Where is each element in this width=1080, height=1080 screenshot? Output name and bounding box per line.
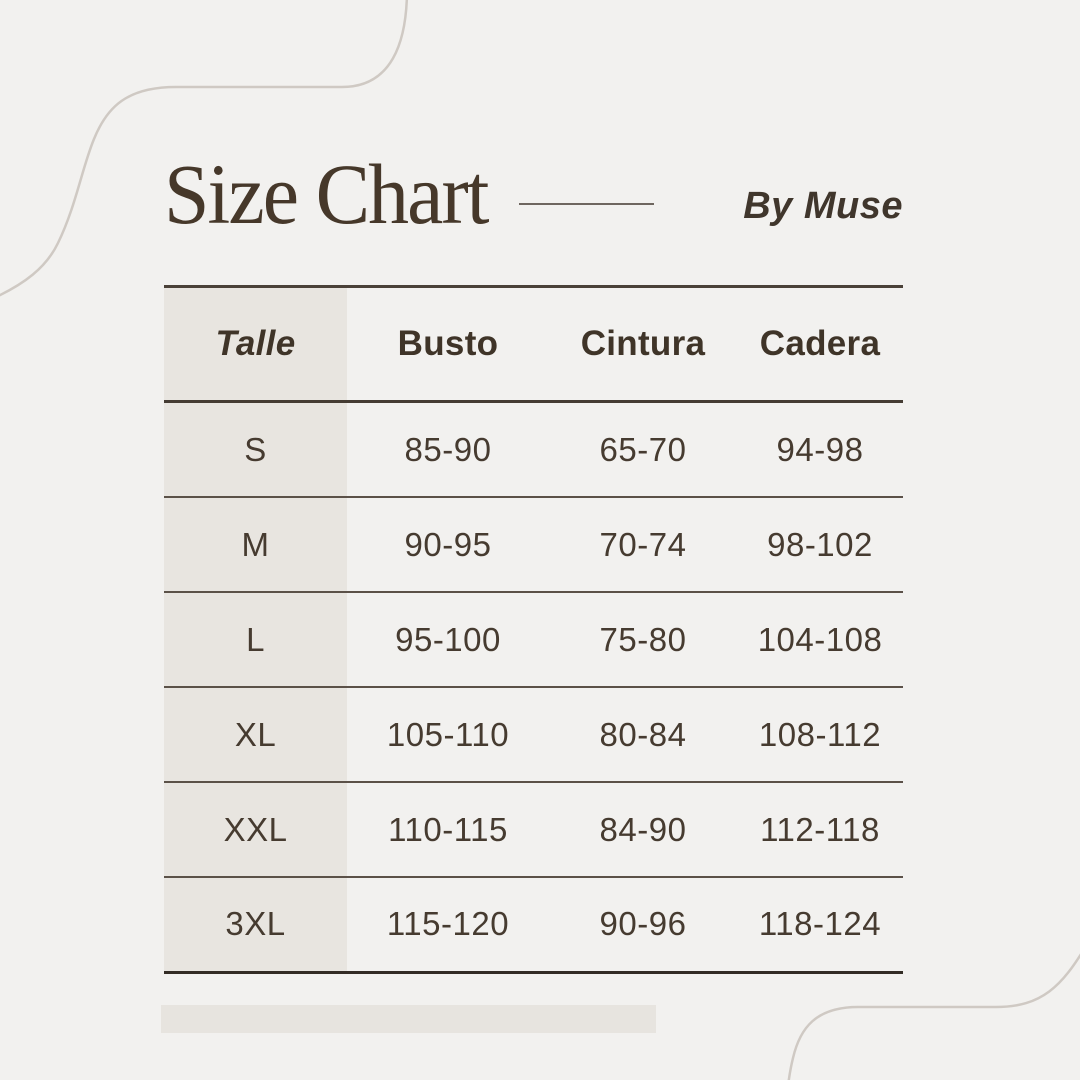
measurement-cell: 90-95 xyxy=(404,525,492,563)
size-label-cell: M xyxy=(164,498,347,591)
size-chart-table: Talle Busto Cintura Cadera S 85-90 65-70 94-98… xyxy=(164,285,903,974)
brand-byline: By Muse xyxy=(743,184,903,227)
table-header-row: Talle Busto Cintura Cadera xyxy=(164,288,903,403)
column-header-measure: Cintura xyxy=(580,324,706,363)
measurement-cell: 118-124 xyxy=(758,905,882,943)
table-row: XXL 110-115 84-90 112-118 xyxy=(164,783,903,878)
column-header-measure: Cadera xyxy=(759,324,881,363)
table-row: 3XL 115-120 90-96 118-124 xyxy=(164,878,903,974)
measurement-cell: 98-102 xyxy=(767,525,873,563)
measurement-cell: 90-96 xyxy=(599,905,687,943)
measurement-cell: 70-74 xyxy=(599,525,687,563)
measurement-cell: 112-118 xyxy=(760,810,880,848)
measurement-cell: 105-110 xyxy=(386,715,510,753)
size-label-cell: 3XL xyxy=(164,878,347,971)
measurement-cell: 110-115 xyxy=(388,810,508,848)
header: Size Chart By Muse xyxy=(164,142,905,246)
table-row: L 95-100 75-80 104-108 xyxy=(164,593,903,688)
measurement-cell: 85-90 xyxy=(404,430,492,468)
table-body: S 85-90 65-70 94-98 M 90-95 70-74 98-102 L 95-100… xyxy=(164,403,903,974)
size-label-cell: XL xyxy=(164,688,347,781)
measurement-cell: 75-80 xyxy=(599,620,687,658)
table-row: XL 105-110 80-84 108-112 xyxy=(164,688,903,783)
title-divider-line xyxy=(518,203,654,205)
size-label-cell: XXL xyxy=(164,783,347,876)
measurement-cell: 104-108 xyxy=(757,620,883,658)
measurement-cell: 80-84 xyxy=(599,715,687,753)
measurement-cell: 84-90 xyxy=(599,810,687,848)
column-header-size: Talle xyxy=(164,288,347,400)
measurement-cell: 108-112 xyxy=(758,715,882,753)
accent-bar xyxy=(161,1005,656,1033)
column-header-measure: Busto xyxy=(397,324,499,363)
table-row: M 90-95 70-74 98-102 xyxy=(164,498,903,593)
measurement-cell: 94-98 xyxy=(776,430,864,468)
table-row: S 85-90 65-70 94-98 xyxy=(164,403,903,498)
measurement-cell: 65-70 xyxy=(599,430,687,468)
page-title: Size Chart xyxy=(164,146,490,242)
size-label-cell: S xyxy=(164,403,347,496)
measurement-cell: 115-120 xyxy=(386,905,510,943)
measurement-cell: 95-100 xyxy=(395,620,501,658)
size-label-cell: L xyxy=(164,593,347,686)
